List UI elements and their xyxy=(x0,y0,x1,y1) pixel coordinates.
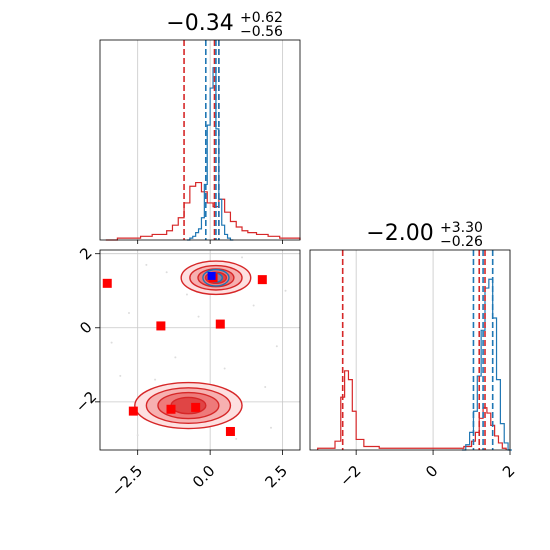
frame-joint xyxy=(99,249,301,451)
histogram-series-a-param-1 xyxy=(186,67,234,241)
scatter-point-8 xyxy=(119,374,122,377)
xtick-param-2-label-2: 2 xyxy=(499,462,518,481)
scatter-point-1 xyxy=(165,271,168,274)
histogram-series-a-param-2 xyxy=(461,278,512,451)
histogram-series-b-param-2 xyxy=(317,370,507,450)
ytick-joint-label-0: 2 xyxy=(76,244,95,263)
scatter-point-15 xyxy=(110,341,113,344)
title-param-1: −0.34 xyxy=(166,11,233,36)
scatter-point-5 xyxy=(275,345,278,348)
truth-marker xyxy=(207,271,216,280)
marker-square-7 xyxy=(225,426,235,436)
ytick-joint-label-1: 0 xyxy=(76,318,95,337)
xtick-joint-label-2: 2.5 xyxy=(261,462,291,492)
frame-param-2 xyxy=(309,249,511,451)
scatter-point-16 xyxy=(270,426,273,429)
xtick-param-2-label-1: 0 xyxy=(422,462,441,481)
scatter-point-13 xyxy=(136,434,139,437)
scatter-point-3 xyxy=(174,356,177,359)
title-param-1-sub: −0.56 xyxy=(240,24,283,40)
scatter-point-17 xyxy=(197,315,200,318)
scatter-point-0 xyxy=(145,263,148,266)
xtick-joint-label-0: −2.5 xyxy=(108,462,146,500)
marker-square-5 xyxy=(166,404,176,414)
ytick-joint-label-2: −2 xyxy=(72,388,100,416)
scatter-point-11 xyxy=(223,367,226,370)
marker-square-0 xyxy=(102,278,112,288)
title-param-2-sub: −0.26 xyxy=(440,234,483,250)
xtick-joint-label-1: 0.0 xyxy=(189,462,219,492)
scatter-point-9 xyxy=(284,289,287,292)
contour-lower-mode-level-3 xyxy=(170,396,207,415)
scatter-point-10 xyxy=(154,378,157,381)
marker-square-6 xyxy=(191,402,201,412)
title-param-2-sup: +3.30 xyxy=(440,220,483,236)
joint-panel: −2.5 0.0 2.5 2 0 −2 xyxy=(72,244,301,500)
scatter-point-7 xyxy=(241,256,244,259)
scatter-point-6 xyxy=(185,293,188,296)
marker-square-2 xyxy=(215,319,225,329)
contour-blue-level-0 xyxy=(202,268,230,287)
frame-param-1 xyxy=(99,39,301,241)
xtick-param-2-label-0: −2 xyxy=(336,462,364,490)
title-param-1-sup: +0.62 xyxy=(240,10,283,26)
marker-square-4 xyxy=(128,406,138,416)
scatter-point-4 xyxy=(252,304,255,307)
marginal-panel-param-2: −2 0 2 xyxy=(309,249,518,490)
marker-square-3 xyxy=(257,275,267,285)
scatter-point-12 xyxy=(264,386,267,389)
marker-square-1 xyxy=(156,321,166,331)
scatter-point-2 xyxy=(127,311,130,314)
title-param-2: −2.00 xyxy=(366,221,433,246)
histogram-series-b-param-1 xyxy=(105,181,301,241)
scatter-point-14 xyxy=(235,437,238,440)
marginal-panel-param-1 xyxy=(99,39,301,244)
